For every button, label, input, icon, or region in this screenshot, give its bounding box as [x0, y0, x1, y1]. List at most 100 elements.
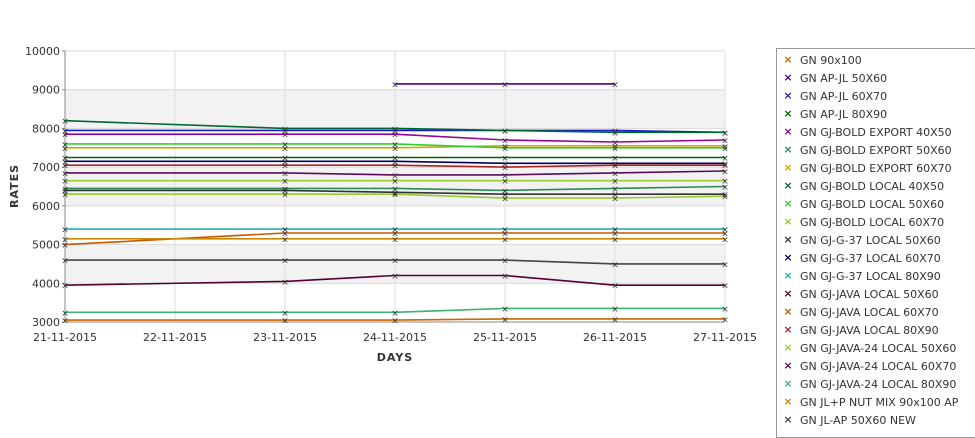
legend-item: × GN GJ-BOLD EXPORT 60X70: [783, 159, 952, 177]
series-line: [65, 164, 725, 168]
legend-item: × GN GJ-BOLD EXPORT 50X60: [783, 141, 952, 159]
series-line: [65, 129, 726, 134]
data-point-marker: ×: [391, 235, 399, 245]
data-point-marker: ×: [391, 257, 399, 267]
legend-label: GN GJ-BOLD EXPORT 60X70: [800, 161, 952, 175]
data-point-marker: ×: [281, 177, 289, 187]
x-tick-label: 25-11-2015: [473, 331, 537, 344]
data-point-marker: ×: [61, 235, 69, 245]
series-12: × × × × × ×: [61, 226, 729, 236]
data-point-marker: ×: [721, 191, 729, 201]
legend-label: GN GJ-JAVA LOCAL 50X60: [800, 287, 939, 301]
data-point-marker: ×: [501, 226, 509, 236]
data-point-marker: ×: [501, 187, 509, 197]
series-10: × × × × × ×: [61, 187, 729, 201]
legend-marker-icon: ×: [783, 161, 793, 174]
data-point-marker: ×: [611, 162, 619, 172]
series-18: × × × × × ×: [61, 305, 729, 319]
data-point-marker: ×: [61, 187, 69, 197]
x-tick-label: 23-11-2015: [253, 331, 317, 344]
legend-label: GN JL-AP 50X60 NEW: [800, 413, 916, 427]
data-point-marker: ×: [391, 317, 399, 327]
series-14: ×× × × × ×: [61, 229, 729, 251]
data-point-marker: ×: [61, 127, 69, 137]
series-17: × × × × × ×: [61, 168, 729, 182]
data-point-marker: ×: [61, 144, 69, 154]
data-point-marker: ×: [391, 154, 399, 164]
grid-lines: [64, 50, 726, 323]
data-point-marker: ×: [61, 177, 69, 187]
data-point-marker: ×: [611, 169, 619, 179]
data-point-marker: ×: [611, 226, 619, 236]
data-point-marker: ×: [501, 257, 509, 267]
data-point-marker: ×: [281, 144, 289, 154]
x-tick-label: 26-11-2015: [583, 331, 647, 344]
series-7: ×× × × × ×: [61, 117, 729, 139]
data-point-marker: ×: [281, 125, 289, 135]
x-axis-ticks: 21-11-2015 22-11-2015 23-11-2015 24-11-2015…: [33, 331, 757, 344]
legend-item: × GN GJ-JAVA-24 LOCAL 80X90: [783, 375, 956, 393]
series-0: × × × × × ×: [61, 315, 729, 326]
line-chart: 3000 4000 5000 6000 7000 8000 9000 10000 21-11-…: [8, 45, 757, 364]
y-tick-label: 5000: [32, 239, 60, 252]
data-point-marker: ×: [391, 127, 399, 137]
data-point-marker: ×: [281, 191, 289, 201]
data-point-marker: ×: [501, 160, 509, 170]
data-point-marker: ×: [281, 317, 289, 327]
legend-label: GN GJ-JAVA LOCAL 80X90: [800, 323, 939, 337]
data-point-marker: ×: [391, 177, 399, 187]
data-point-marker: ×: [721, 229, 729, 239]
data-point-marker: ×: [611, 129, 619, 139]
legend-item: × GN GJ-JAVA-24 LOCAL 60X70: [783, 357, 956, 375]
x-tick-label: 22-11-2015: [143, 331, 207, 344]
data-point-marker: ×: [501, 315, 509, 325]
data-point-marker: ×: [501, 272, 509, 282]
data-point-marker: ×: [391, 140, 399, 150]
series-3: × × × × × ×: [61, 154, 729, 164]
x-tick-label: 24-11-2015: [363, 331, 427, 344]
y-tick-label: 3000: [32, 316, 60, 329]
data-point-marker: ×: [281, 187, 289, 197]
legend-marker-icon: ×: [783, 143, 793, 156]
legend-label: GN GJ-BOLD EXPORT 50X60: [800, 143, 952, 157]
data-point-marker: ×: [61, 140, 69, 150]
data-point-marker: ×: [501, 127, 509, 137]
legend-label: GN GJ-G-37 LOCAL 50X60: [800, 233, 941, 247]
data-point-marker: ×: [391, 131, 399, 141]
legend-item: × GN GJ-BOLD LOCAL 60X70: [783, 213, 944, 231]
data-point-marker: ×: [391, 144, 399, 154]
series-line: [65, 133, 726, 143]
data-point-marker: ×: [61, 191, 69, 201]
legend-item: × GN JL+P NUT MIX 90x100 AP: [783, 393, 958, 411]
series-line: [64, 119, 725, 134]
data-point-marker: ×: [391, 189, 399, 199]
data-point-marker: ×: [61, 226, 69, 236]
series-line: [65, 259, 725, 265]
data-point-marker: ×: [391, 191, 399, 201]
legend-item: × GN 90x100: [783, 51, 862, 69]
data-point-marker: ×: [611, 185, 619, 195]
legend-label: GN GJ-G-37 LOCAL 60X70: [800, 251, 941, 265]
legend-item: × GN JL-AP 50X60 NEW: [783, 411, 916, 429]
data-point-marker: ×: [281, 131, 289, 141]
data-point-marker: ×: [721, 183, 729, 193]
data-point-marker: ×: [281, 162, 289, 172]
legend-item: × GN AP-JL 60X70: [783, 87, 887, 105]
legend-item: × GN AP-JL 80X90: [783, 105, 887, 123]
data-point-marker: ×: [61, 169, 69, 179]
data-point-marker: ×: [281, 278, 289, 288]
data-point-marker: ×: [611, 177, 619, 187]
legend-item: × GN GJ-JAVA LOCAL 80X90: [783, 321, 939, 339]
legend-item: × GN GJ-G-37 LOCAL 80X90: [783, 267, 940, 285]
legend-label: GN 90x100: [800, 53, 862, 67]
legend-label: GN GJ-JAVA LOCAL 60X70: [800, 305, 939, 319]
legend-marker-icon: ×: [783, 323, 793, 336]
series-lines: × × × × × ×× × ×× × × × × ×× × × × × ×× × ×× × ×× × × × × ×× × × × × ××…: [61, 80, 729, 326]
legend-marker-icon: ×: [783, 197, 793, 210]
series-line: [65, 193, 726, 199]
legend-marker-icon: ×: [783, 107, 793, 120]
series-line: [65, 307, 725, 314]
data-point-marker: ×: [611, 80, 619, 90]
series-16: × × × × × ×: [61, 177, 729, 187]
data-point-marker: ×: [501, 305, 509, 315]
